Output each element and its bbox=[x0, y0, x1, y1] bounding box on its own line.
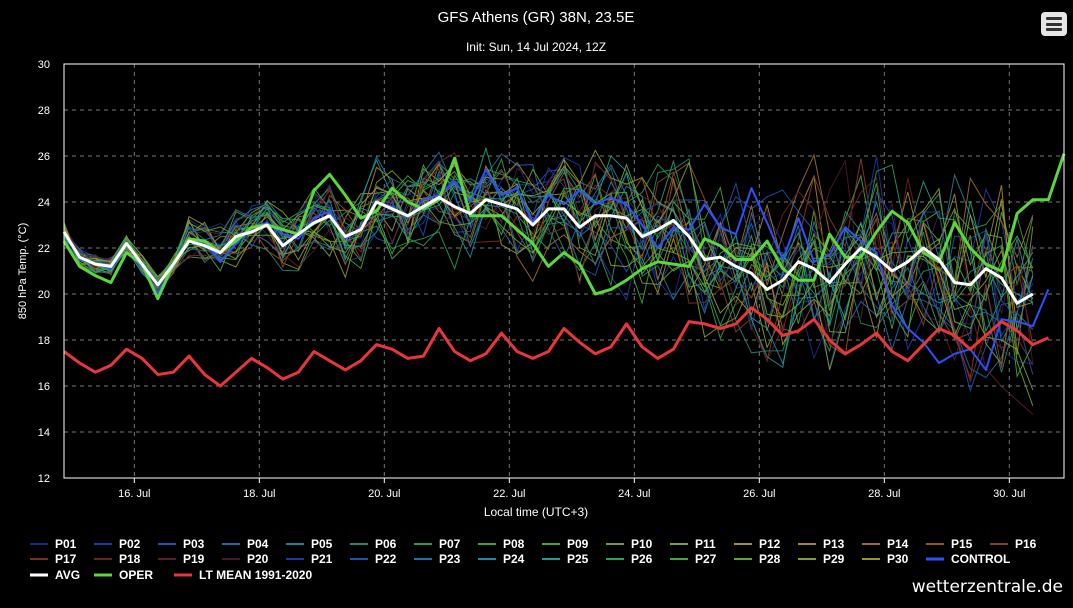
legend-label-p11: P11 bbox=[695, 537, 716, 551]
legend-label-p22: P22 bbox=[375, 552, 397, 566]
legend-label-p27: P27 bbox=[695, 552, 717, 566]
series-line-lt-mean-1991-2020 bbox=[63, 306, 1050, 388]
legend-label-p07: P07 bbox=[439, 537, 461, 551]
ensemble-line-p26 bbox=[63, 146, 1034, 327]
legend-label-lt-mean-1991-2020: LT MEAN 1991-2020 bbox=[199, 568, 312, 582]
legend-label-p30: P30 bbox=[887, 552, 909, 566]
x-tick-label: 24. Jul bbox=[618, 488, 650, 500]
legend-label-p17: P17 bbox=[55, 552, 77, 566]
legend-label-p04: P04 bbox=[247, 537, 269, 551]
x-tick-label: 30. Jul bbox=[993, 488, 1025, 500]
y-tick-label: 14 bbox=[38, 427, 50, 439]
legend-label-p21: P21 bbox=[311, 552, 333, 566]
chart-subtitle: Init: Sun, 14 Jul 2024, 12Z bbox=[466, 40, 606, 54]
chart-title: GFS Athens (GR) 38N, 23.5E bbox=[438, 9, 635, 26]
x-tick-label: 16. Jul bbox=[118, 488, 150, 500]
legend-label-p20: P20 bbox=[247, 552, 269, 566]
series-line-oper bbox=[62, 153, 1066, 301]
legend-label-p06: P06 bbox=[375, 537, 397, 551]
y-tick-label: 22 bbox=[38, 243, 50, 255]
ensemble-line-p23 bbox=[63, 167, 1034, 335]
watermark: wetterzentrale.de bbox=[911, 577, 1063, 597]
series-line-avg bbox=[62, 195, 1034, 305]
hamburger-menu-icon[interactable] bbox=[1041, 12, 1067, 36]
legend-label-p01: P01 bbox=[55, 537, 77, 551]
legend-label-p15: P15 bbox=[951, 537, 973, 551]
legend-label-p09: P09 bbox=[567, 537, 589, 551]
legend-label-avg: AVG bbox=[55, 568, 80, 582]
legend-label-p16: P16 bbox=[1015, 537, 1037, 551]
legend-label-p10: P10 bbox=[631, 537, 653, 551]
legend-label-p05: P05 bbox=[311, 537, 333, 551]
legend-label-p29: P29 bbox=[823, 552, 845, 566]
y-axis-label: 850 hPa Temp. (°C) bbox=[17, 223, 29, 320]
x-axis-label: Local time (UTC+3) bbox=[484, 505, 588, 519]
legend-label-p08: P08 bbox=[503, 537, 525, 551]
y-tick-label: 26 bbox=[38, 151, 50, 163]
ensemble-line-p06 bbox=[63, 157, 1034, 373]
legend-label-p03: P03 bbox=[183, 537, 205, 551]
legend-label-p28: P28 bbox=[759, 552, 781, 566]
ensemble-line-p09 bbox=[63, 173, 1033, 319]
legend-label-p18: P18 bbox=[119, 552, 141, 566]
legend-label-p24: P24 bbox=[503, 552, 525, 566]
x-tick-label: 22. Jul bbox=[493, 488, 525, 500]
x-tick-label: 28. Jul bbox=[868, 488, 900, 500]
legend-label-p12: P12 bbox=[759, 537, 781, 551]
y-tick-label: 18 bbox=[38, 335, 50, 347]
x-tick-label: 26. Jul bbox=[743, 488, 775, 500]
x-tick-label: 18. Jul bbox=[243, 488, 275, 500]
legend-label-oper: OPER bbox=[119, 568, 153, 582]
y-tick-label: 16 bbox=[38, 381, 50, 393]
ensemble-line-p28 bbox=[63, 191, 1034, 329]
legend-label-p23: P23 bbox=[439, 552, 461, 566]
plot-frame bbox=[63, 63, 1065, 479]
ensemble-line-p05 bbox=[63, 155, 1034, 343]
legend-label-p26: P26 bbox=[631, 552, 653, 566]
legend-label-p19: P19 bbox=[183, 552, 205, 566]
y-tick-label: 20 bbox=[38, 289, 50, 301]
ensemble-line-p15 bbox=[63, 162, 1033, 357]
legend-label-p02: P02 bbox=[119, 537, 141, 551]
x-tick-label: 20. Jul bbox=[368, 488, 400, 500]
series-line-control bbox=[63, 168, 1050, 371]
legend-label-p14: P14 bbox=[887, 537, 909, 551]
y-tick-label: 30 bbox=[38, 59, 50, 71]
y-tick-label: 28 bbox=[38, 105, 50, 117]
y-tick-label: 24 bbox=[38, 197, 50, 209]
legend-label-control: CONTROL bbox=[951, 552, 1010, 566]
legend-label-p25: P25 bbox=[567, 552, 589, 566]
y-tick-label: 12 bbox=[38, 473, 50, 485]
legend-label-p13: P13 bbox=[823, 537, 845, 551]
